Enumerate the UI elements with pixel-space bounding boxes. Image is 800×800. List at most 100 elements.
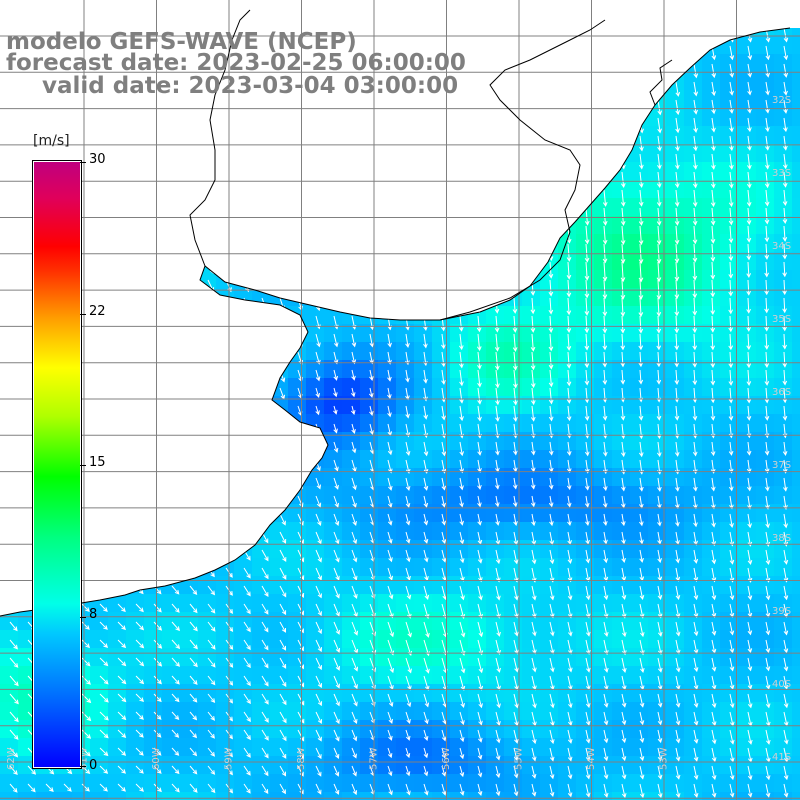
- wind-arrow: [459, 729, 465, 743]
- wind-arrow: [81, 693, 92, 704]
- wind-cell: [522, 360, 541, 379]
- wind-cell: [378, 450, 397, 469]
- wind-cell: [738, 720, 757, 739]
- wind-arrow: [602, 351, 608, 368]
- wind-cell: [666, 774, 685, 793]
- wind-arrow: [189, 729, 198, 739]
- wind-cell: [522, 666, 541, 685]
- wind-arrow: [765, 765, 771, 781]
- wind-cell: [540, 612, 559, 631]
- wind-cell: [360, 414, 379, 433]
- wind-arrow: [477, 405, 482, 422]
- wind-arrow: [441, 405, 446, 421]
- wind-cell: [720, 594, 739, 613]
- wind-cell: [738, 288, 757, 307]
- wind-cell: [342, 612, 361, 631]
- wind-arrow: [567, 657, 573, 673]
- wind-arrow: [279, 531, 287, 544]
- wind-cell: [702, 360, 721, 379]
- wind-cell: [630, 720, 649, 739]
- wind-arrow: [405, 333, 410, 348]
- wind-arrow: [351, 333, 357, 348]
- wind-arrow: [495, 441, 500, 456]
- wind-arrow: [548, 405, 554, 422]
- wind-cell: [684, 324, 703, 343]
- wind-arrow: [764, 333, 770, 350]
- wind-arrow: [656, 171, 662, 189]
- wind-arrow: [620, 315, 626, 334]
- wind-arrow: [387, 585, 394, 600]
- wind-cell: [414, 342, 433, 361]
- wind-arrow: [747, 639, 753, 654]
- wind-arrow: [603, 603, 609, 619]
- wind-arrow: [512, 297, 518, 314]
- wind-cell: [396, 738, 415, 757]
- wind-arrow: [512, 495, 518, 508]
- wind-cell: [594, 738, 613, 757]
- wind-cell: [432, 432, 451, 451]
- wind-arrow: [711, 693, 717, 709]
- wind-cell: [702, 522, 721, 541]
- wind-arrow: [171, 765, 180, 775]
- wind-cell: [630, 540, 649, 559]
- wind-arrow: [782, 153, 788, 170]
- wind-cell: [684, 72, 703, 91]
- wind-arrow: [243, 783, 251, 794]
- wind-cell: [648, 216, 667, 235]
- wind-cell: [432, 360, 451, 379]
- wind-arrow: [459, 765, 465, 778]
- wind-arrow: [710, 279, 716, 298]
- wind-arrow: [261, 747, 269, 759]
- wind-cell: [630, 558, 649, 577]
- wind-cell: [630, 396, 649, 415]
- wind-cell: [756, 576, 775, 595]
- wind-cell: [756, 774, 775, 793]
- wind-cell: [558, 234, 577, 253]
- wind-cell: [486, 324, 505, 343]
- wind-arrow: [782, 171, 788, 188]
- wind-cell: [756, 486, 775, 505]
- wind-arrow: [764, 189, 770, 207]
- wind-cell: [396, 702, 415, 721]
- wind-cell: [702, 198, 721, 217]
- wind-arrow: [675, 513, 680, 527]
- wind-arrow: [423, 333, 428, 349]
- wind-arrow: [585, 657, 591, 673]
- wind-cell: [684, 774, 703, 793]
- wind-cell: [792, 468, 800, 487]
- wind-cell: [576, 306, 595, 325]
- wind-arrow: [585, 765, 591, 780]
- wind-arrow: [135, 729, 144, 738]
- wind-arrow: [710, 297, 716, 316]
- wind-cell: [504, 792, 523, 800]
- wind-cell: [558, 522, 577, 541]
- wind-arrow: [512, 351, 518, 371]
- wind-arrow: [279, 729, 287, 742]
- wind-arrow: [746, 171, 752, 189]
- wind-cell: [378, 576, 397, 595]
- wind-cell: [306, 558, 325, 577]
- wind-arrow: [477, 783, 483, 797]
- wind-cell: [738, 792, 757, 800]
- wind-arrow: [782, 333, 787, 350]
- wind-cell: [342, 486, 361, 505]
- wind-cell: [648, 324, 667, 343]
- wind-arrow: [602, 315, 608, 334]
- wind-cell: [774, 648, 793, 667]
- wind-arrow: [530, 351, 536, 371]
- wind-cell: [504, 648, 523, 667]
- lon-label: 60W: [151, 747, 162, 770]
- wind-cell: [720, 612, 739, 631]
- wind-cell: [738, 360, 757, 379]
- wind-arrow: [710, 171, 716, 189]
- wind-cell: [216, 684, 235, 703]
- wind-cell: [594, 594, 613, 613]
- wind-cell: [756, 432, 775, 451]
- wind-cell: [684, 180, 703, 199]
- wind-arrow: [117, 783, 126, 792]
- wind-cell: [432, 792, 451, 800]
- wind-cell: [666, 630, 685, 649]
- wind-cell: [738, 180, 757, 199]
- wind-arrow: [333, 405, 338, 415]
- lat-label: 38S: [772, 533, 791, 544]
